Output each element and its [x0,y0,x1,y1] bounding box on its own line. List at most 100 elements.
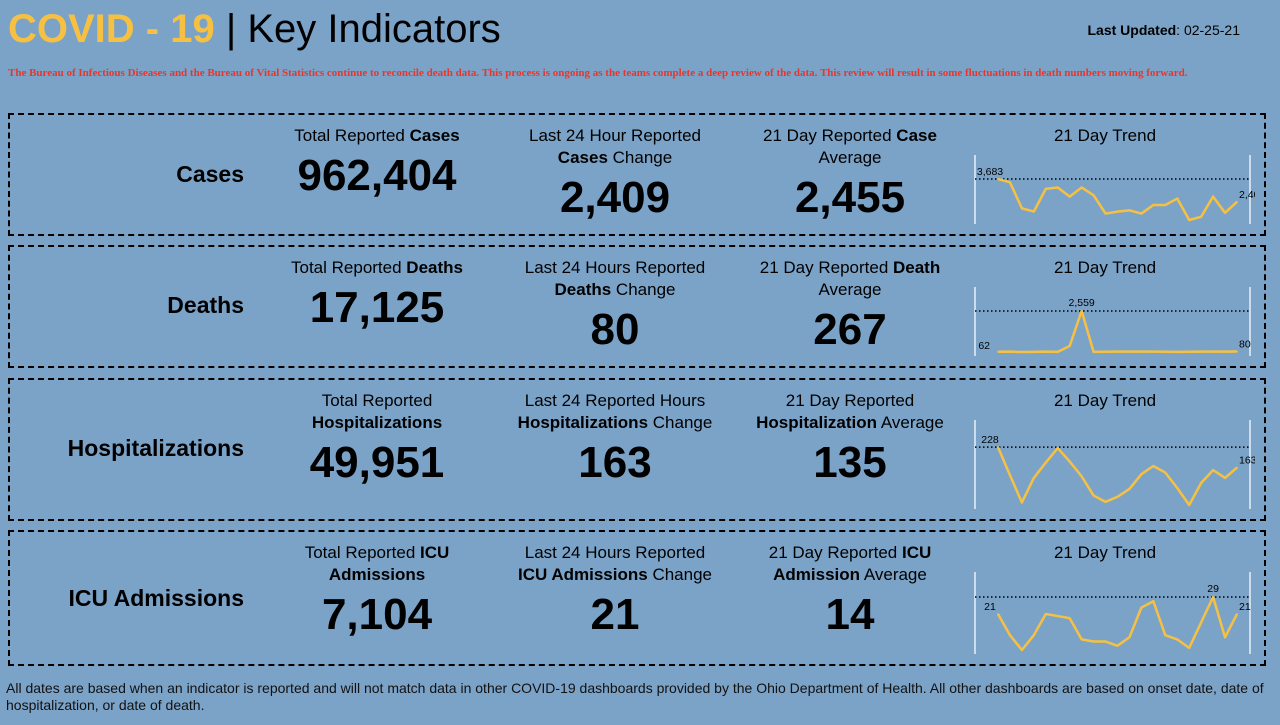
trend-point [1092,194,1095,197]
trend-line [997,177,1238,222]
heading-text: Admissions [328,565,426,584]
trend-last-label: 163 [1239,455,1255,467]
row-label: Hospitalizations [67,435,244,461]
heading-text: ICU Admissions [517,565,648,584]
heading-text: Change [611,280,676,299]
heading-text: Change [648,413,713,432]
trend-point [1140,473,1143,475]
trend-point [1104,501,1107,503]
heading-text: Hospitalizations [517,413,649,432]
heading-text: Total Reported [291,258,407,277]
trend-title: 21 Day Trend [1053,391,1157,410]
trend-panel: 21 Day Trend 3,683 2,409 [955,125,1255,230]
heading-line: 21 Day Reported Case [735,125,965,147]
metric-21day-average: 21 Day Reported Death Average 267 [735,257,965,355]
trend-point [1236,466,1238,469]
metric-21day-average: 21 Day Reported ICU Admission Average 14 [735,542,965,640]
trend-first-label: 3,683 [977,166,1003,178]
trend-point [1236,200,1238,203]
trend-panel: 21 Day Trend 62 2,559 80 [955,257,1255,362]
metric-value: 7,104 [321,590,433,639]
metric-24h-change: Last 24 Hours Reported Deaths Change 80 [500,257,730,355]
trend-point [1200,482,1202,484]
metric-heading: Last 24 Hour Reported Cases Change [500,125,730,169]
metric-heading: Last 24 Reported Hours Hospitalizations C… [500,390,730,434]
heading-text: Change [607,148,673,167]
heading-text: Deaths [554,280,612,299]
trend-sparkline: 21 29 21 [974,572,1251,654]
heading-text: Hospitalization [756,413,878,432]
row-label: Cases [176,161,244,187]
heading-text: Average [818,148,882,167]
heading-text: Total Reported [321,391,433,410]
death-data-notice: The Bureau of Infectious Diseases and th… [8,67,1188,79]
metric-total: Total Reported Hospitalizations 49,951 [262,390,492,488]
heading-text: Average [877,413,944,432]
heading-line: Average [735,147,965,169]
trend-point [1212,596,1214,598]
metric-value: 2,455 [794,173,906,222]
metric-heading: Last 24 Hours Reported Deaths Change [500,257,730,301]
metric-heading: 21 Day Reported Case Average [735,125,965,169]
trend-point [1116,644,1119,647]
trend-point [1056,186,1059,189]
heading-line: Total Reported ICU [262,542,492,564]
heading-line: Average [735,279,965,301]
metric-value: 80 [590,305,640,354]
trend-point [1056,615,1059,617]
metric-value: 21 [590,590,640,639]
heading-text: 21 Day Reported [768,543,902,562]
heading-line: Last 24 Reported Hours [500,390,730,412]
trend-title: 21 Day Trend [1053,543,1157,562]
title-key-indicators: | Key Indicators [214,7,501,51]
heading-text: ICU [420,543,450,562]
trend-point [1104,212,1107,215]
heading-text: Change [647,565,712,584]
trend-point [1188,647,1190,649]
heading-line: 21 Day Reported [735,390,965,412]
trend-point [1116,210,1119,213]
trend-point [1068,195,1071,198]
metric-value: 163 [578,438,652,487]
trend-max-label: 2,559 [1069,297,1095,309]
trend-last-label: 21 [1239,601,1251,613]
trend-max-label: 29 [1207,583,1219,595]
trend-point [1009,634,1011,636]
heading-line: Total Reported Deaths [262,257,492,279]
trend-point [1152,465,1155,467]
heading-line: Total Reported [262,390,492,412]
footer-note: All dates are based when an indicator is… [6,680,1264,713]
row-label: Deaths [167,292,244,318]
trend-point [1188,504,1190,506]
trend-point [1021,501,1023,504]
heading-text: Death [893,258,941,277]
metric-heading: Last 24 Hours Reported ICU Admissions Cha… [500,542,730,586]
trend-point [1224,477,1226,479]
trend-point [1188,350,1190,353]
trend-point [1092,351,1095,353]
metric-heading: 21 Day Reported Hospitalization Average [735,390,965,434]
trend-point [1056,447,1059,449]
metric-value: 49,951 [309,438,445,487]
trend-point [1140,606,1143,609]
trend-point [1140,212,1143,215]
indicator-row-cases: Cases Total Reported Cases 962,404 Last 24 … [8,113,1266,236]
indicator-row-hospitalizations: Hospitalizations Total Reported Hospitaliz… [8,378,1266,521]
metric-heading: Total Reported ICU Admissions [262,542,492,586]
heading-line: ICU Admissions Change [500,564,730,586]
trend-point [1068,460,1071,463]
trend-point [1021,649,1023,651]
trend-panel: 21 Day Trend 228 163 [955,390,1255,515]
trend-point [1224,350,1226,353]
trend-point [1033,210,1035,213]
heading-line: Last 24 Hours Reported [500,257,730,279]
metric-24h-change: Last 24 Hour Reported Cases Change 2,409 [500,125,730,223]
trend-point [1056,351,1059,353]
trend-title: 21 Day Trend [1053,126,1157,145]
trend-point [1224,212,1226,214]
trend-point [1128,488,1131,490]
trend-point [1080,310,1083,312]
trend-point [1092,494,1095,497]
metric-heading: 21 Day Reported Death Average [735,257,965,301]
metric-value: 2,409 [559,173,671,222]
